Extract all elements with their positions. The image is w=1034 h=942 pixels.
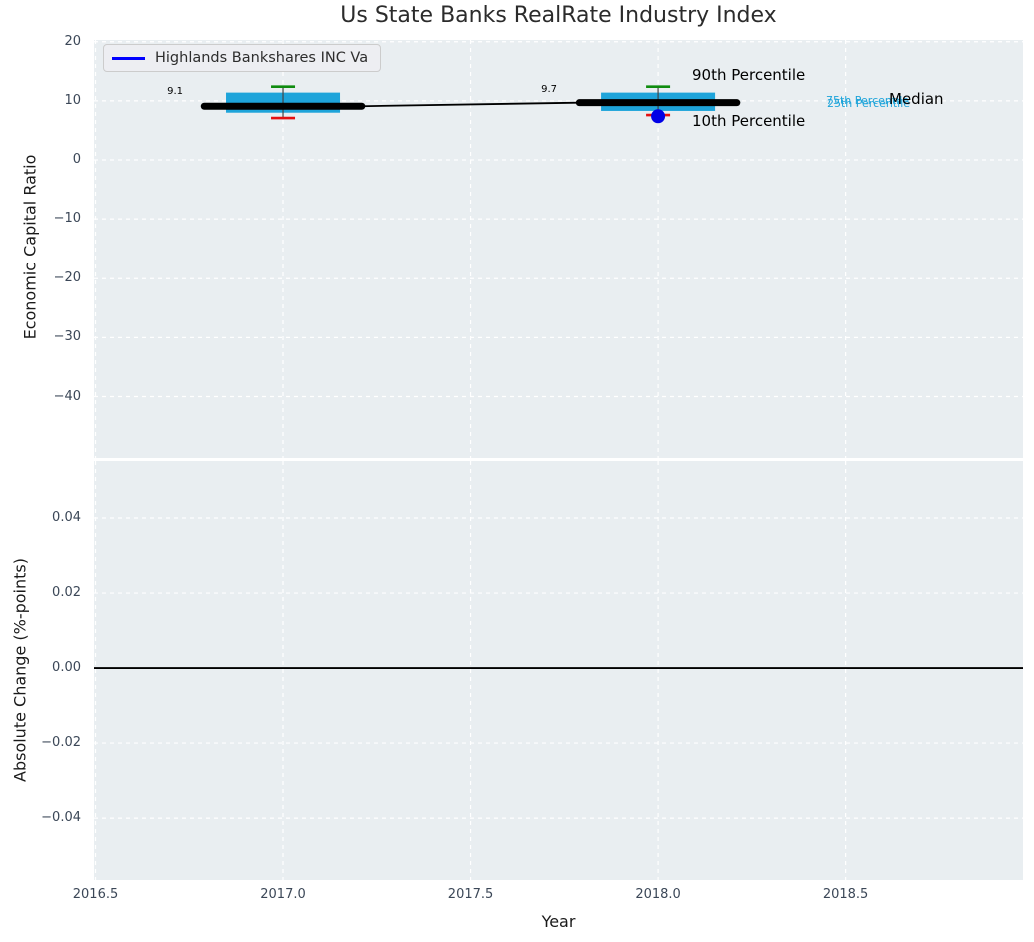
y-tick-label-top: −30 — [53, 329, 81, 345]
y-tick-label-bottom: 0.04 — [52, 510, 81, 526]
annotation-10th-percentile: 10th Percentile — [692, 112, 806, 130]
x-tick-label: 2017.0 — [260, 887, 306, 902]
chart-title: Us State Banks RealRate Industry Index — [340, 3, 777, 28]
x-tick-label: 2016.5 — [72, 887, 119, 902]
y-tick-label-top: 20 — [64, 33, 81, 49]
median-connector — [361, 101, 580, 108]
y-axis-label-top: Economic Capital Ratio — [20, 154, 40, 340]
y-tick-label-bottom: −0.04 — [41, 810, 81, 826]
annotation-25th-percentile: 25th Percentile — [827, 97, 911, 110]
y-tick-label-top: −10 — [53, 211, 81, 227]
x-tick-label: 2018.5 — [822, 887, 869, 902]
y-tick-label-top: 0 — [72, 152, 81, 168]
annotation-median: Median — [889, 90, 944, 108]
y-tick-label-bottom: 0.00 — [52, 660, 81, 676]
x-tick-label: 2017.5 — [447, 887, 494, 902]
annotation-75th-percentile: 75th Percentile — [826, 94, 910, 107]
bottom-axes-background — [94, 461, 1023, 880]
company-point-2018 — [651, 109, 666, 124]
median-value-label-2017: 9.1 — [167, 86, 183, 97]
annotation-90th-percentile: 90th Percentile — [692, 66, 806, 84]
x-axis-label: Year — [541, 912, 576, 931]
legend-line-icon — [112, 56, 145, 60]
y-tick-label-bottom: 0.02 — [52, 585, 81, 601]
legend: Highlands Bankshares INC Va — [103, 44, 382, 72]
y-tick-label-top: 10 — [64, 92, 81, 108]
x-tick-label: 2018.0 — [635, 887, 681, 902]
median-value-label-2018: 9.7 — [541, 84, 557, 95]
y-tick-label-bottom: −0.02 — [41, 735, 81, 751]
y-tick-label-top: −40 — [53, 388, 81, 404]
legend-label: Highlands Bankshares INC Va — [155, 50, 369, 66]
y-tick-label-top: −20 — [53, 270, 81, 286]
